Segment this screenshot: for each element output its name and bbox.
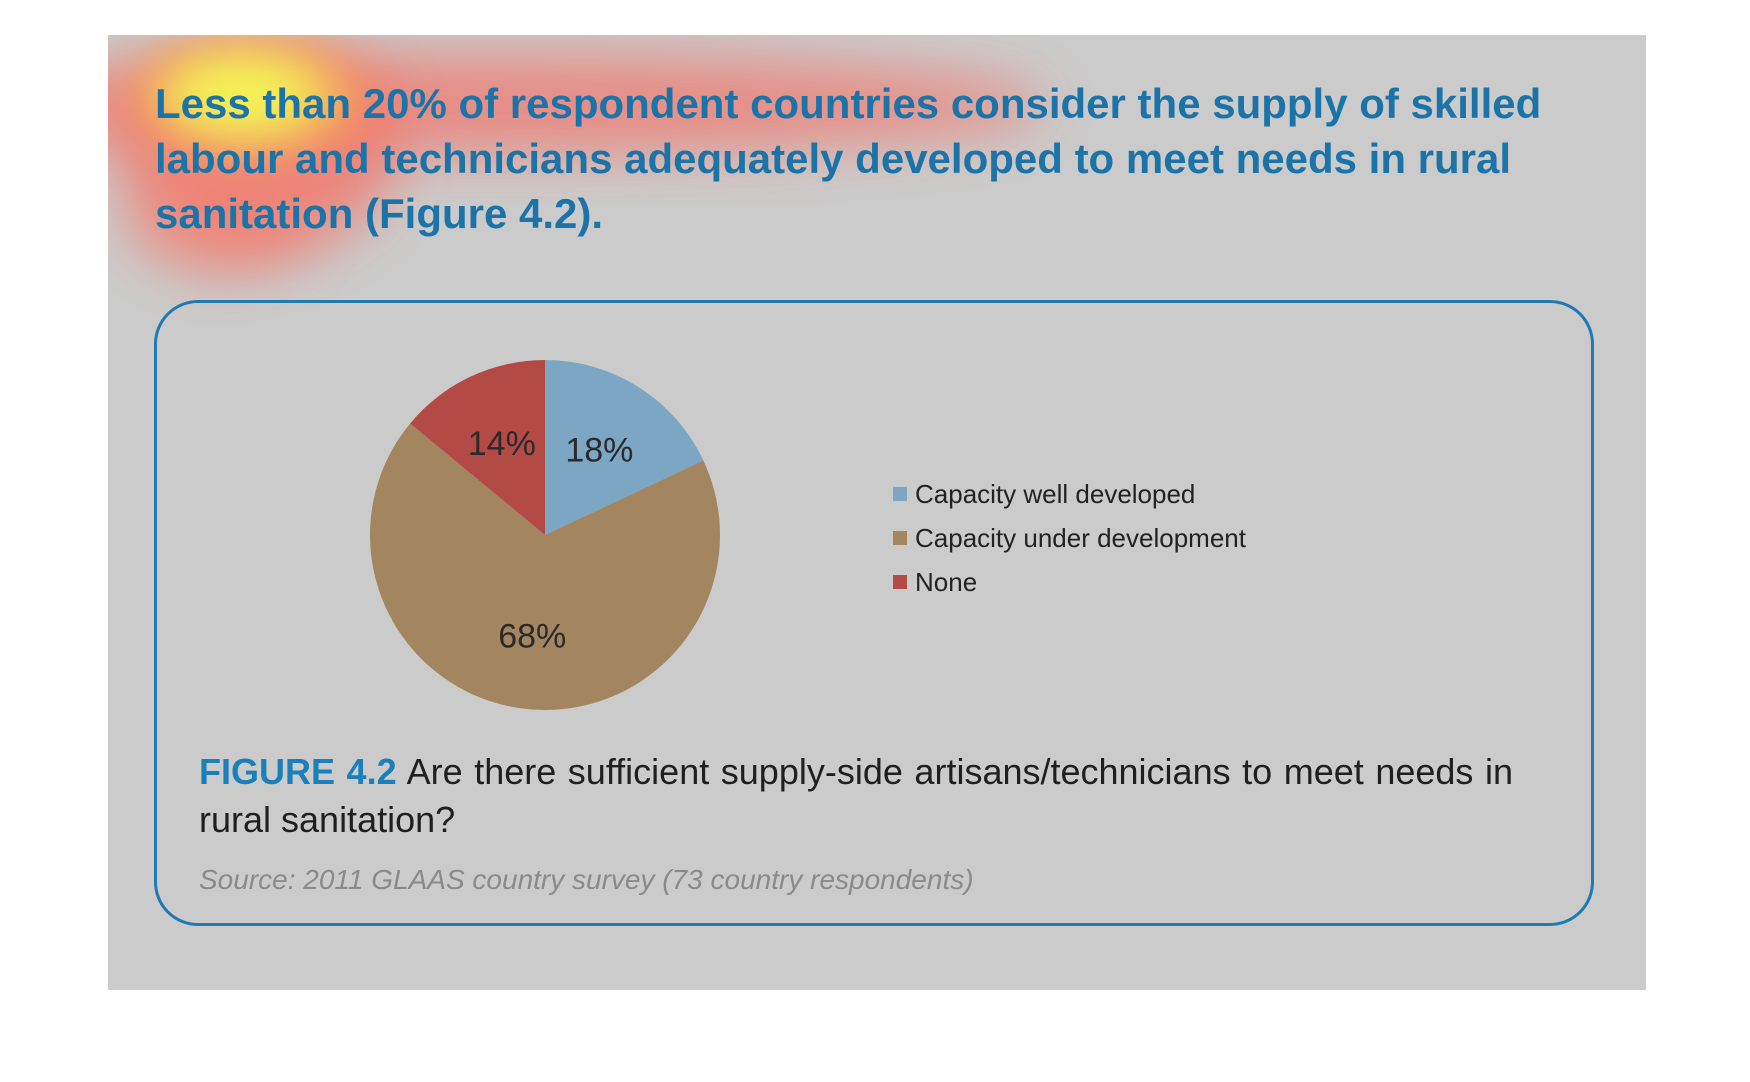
legend-label: Capacity well developed: [915, 478, 1196, 509]
legend-label: None: [915, 566, 978, 597]
figure-source: Source: 2011 GLAAS country survey (73 co…: [199, 864, 974, 895]
pie-slice-capacity-under-development: [370, 423, 720, 710]
figure-number: FIGURE 4.2: [199, 751, 397, 792]
pie-labels: 18% 68% 14%: [468, 425, 634, 656]
legend-label: Capacity under development: [915, 522, 1246, 553]
legend-item-capacity-under-development: Capacity under development: [893, 516, 1246, 560]
figure-caption-text: Are there sufficient supply-side artisan…: [199, 751, 1513, 840]
pie-label-capacity-well-developed: 18%: [565, 431, 633, 469]
legend-swatch-capacity-under-development: [893, 531, 907, 545]
pie-label-none: 14%: [468, 425, 536, 463]
chart-legend: Capacity well developed Capacity under d…: [893, 472, 1246, 604]
pie-slice-capacity-well-developed: [545, 360, 704, 535]
figure-caption: FIGURE 4.2 Are there sufficient supply-si…: [199, 748, 1513, 844]
pie-chart: 18% 68% 14%: [370, 360, 720, 710]
pie-slice-none: [410, 360, 545, 535]
headline-text: Less than 20% of respondent countries co…: [155, 80, 1542, 237]
legend-item-capacity-well-developed: Capacity well developed: [893, 472, 1246, 516]
legend-swatch-none: [893, 575, 907, 589]
legend-item-none: None: [893, 560, 1246, 604]
pie-slices: [370, 360, 720, 710]
pie-label-capacity-under-development: 68%: [498, 618, 566, 656]
legend-swatch-capacity-well-developed: [893, 487, 907, 501]
figure-frame: [154, 300, 1594, 926]
